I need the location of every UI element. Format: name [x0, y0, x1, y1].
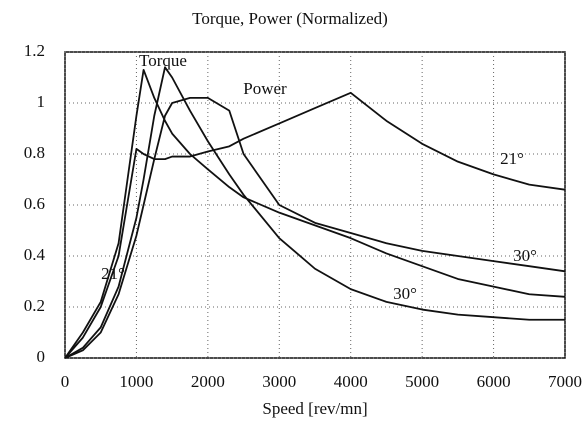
annotation: 21°: [500, 149, 524, 168]
y-tick-label: 0.6: [24, 194, 45, 213]
annotation: 30°: [393, 284, 417, 303]
curve: [64, 68, 566, 359]
y-tick-label: 0: [37, 347, 46, 366]
chart-title: Torque, Power (Normalized): [192, 9, 388, 28]
curve: [64, 91, 566, 359]
annotation: Power: [243, 79, 287, 98]
x-tick-label: 1000: [119, 372, 153, 391]
x-tick-label: 3000: [262, 372, 296, 391]
annotation: Torque: [139, 51, 187, 70]
curve: [64, 97, 566, 359]
x-tick-label: 7000: [548, 372, 582, 391]
x-tick-label: 2000: [191, 372, 225, 391]
y-tick-label: 0.2: [24, 296, 45, 315]
y-tick-label: 0.4: [24, 245, 46, 264]
x-axis-label: Speed [rev/mn]: [262, 399, 367, 418]
annotation: 21°: [101, 264, 125, 283]
y-tick-label: 1: [37, 92, 46, 111]
y-tick-label: 1.2: [24, 41, 45, 60]
curve: [64, 66, 565, 359]
x-tick-label: 0: [61, 372, 70, 391]
y-tick-label: 0.8: [24, 143, 45, 162]
x-tick-label: 5000: [405, 372, 439, 391]
annotation: 30°: [513, 246, 537, 265]
x-tick-label: 6000: [477, 372, 511, 391]
x-tick-label: 4000: [334, 372, 368, 391]
